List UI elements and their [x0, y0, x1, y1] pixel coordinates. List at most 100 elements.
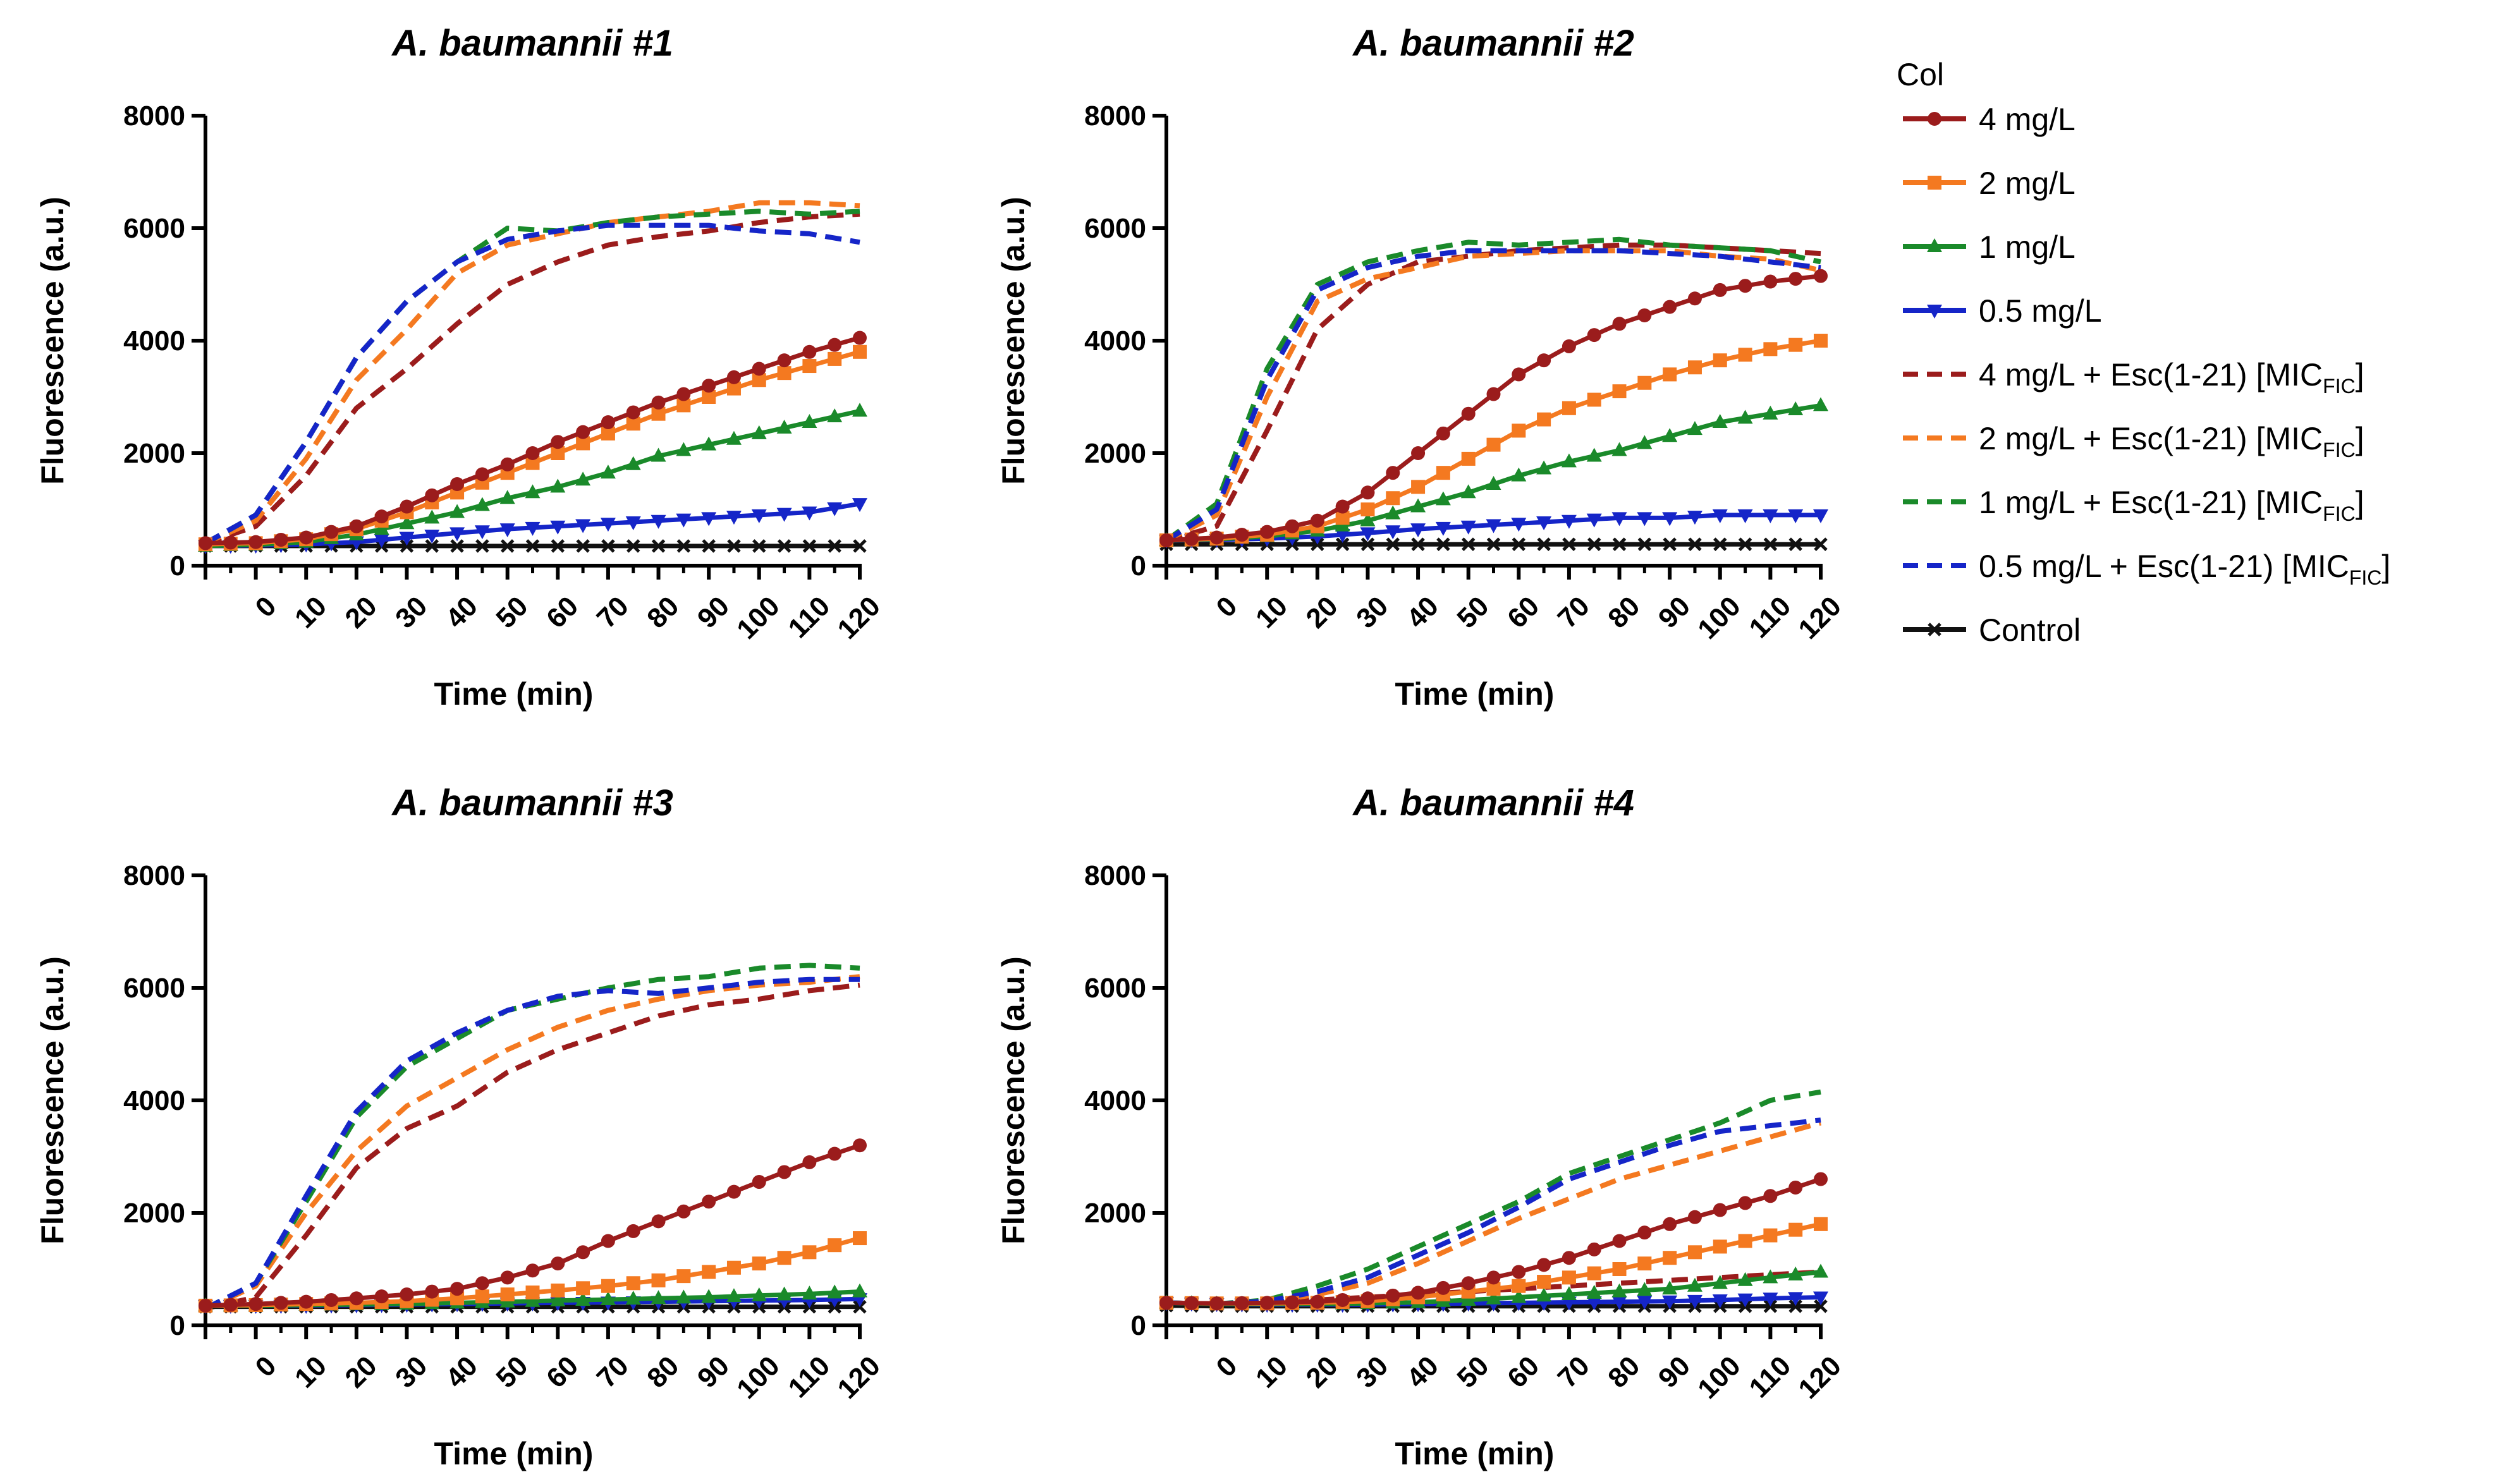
data-point — [600, 465, 616, 479]
data-point — [1763, 405, 1778, 420]
x-tick-label: 10 — [289, 1350, 333, 1394]
x-axis-label: Time (min) — [434, 676, 594, 712]
data-point — [1410, 498, 1426, 513]
x-tick-label: 30 — [389, 590, 433, 634]
data-point — [1662, 1280, 1678, 1295]
data-point — [1436, 426, 1450, 441]
data-point — [1788, 1266, 1804, 1280]
data-point — [1586, 1284, 1602, 1299]
data-point — [551, 435, 565, 449]
data-point — [1788, 509, 1804, 523]
data-point — [676, 387, 691, 401]
series-5 — [1165, 248, 1821, 543]
data-point — [400, 539, 414, 553]
data-point — [601, 426, 615, 441]
data-point — [751, 1287, 767, 1301]
data-point — [802, 359, 817, 374]
x-tick-label: 30 — [1350, 590, 1394, 634]
data-point — [626, 539, 640, 553]
data-point — [474, 525, 490, 540]
data-point — [1662, 428, 1678, 442]
x-tick-label: 70 — [1552, 1350, 1596, 1394]
data-point — [1512, 1279, 1526, 1293]
x-tick-label: 40 — [1401, 1350, 1445, 1394]
y-axis-label: Fluorescence (a.u.) — [35, 956, 70, 1244]
data-point — [651, 395, 666, 410]
data-point — [1461, 451, 1476, 466]
x-tick-label: 30 — [1350, 1350, 1394, 1394]
series-0 — [1159, 1172, 1828, 1311]
x-tick-label: 110 — [783, 590, 836, 644]
y-tick-label: 8000 — [123, 860, 185, 891]
data-point — [1461, 1276, 1476, 1291]
series-5 — [204, 974, 860, 1311]
legend-label-tail: ] — [2356, 485, 2364, 520]
data-point — [474, 497, 490, 511]
x-tick-label: 20 — [339, 1350, 383, 1394]
x-tick-label: 120 — [831, 1350, 886, 1405]
data-point — [274, 533, 288, 547]
legend: Col 4 mg/L 2 mg/L 1 mg/L 0.5 mg/L 4 mg/L + Es… — [1897, 57, 2390, 648]
data-point — [1436, 537, 1450, 551]
data-point — [1285, 1295, 1300, 1310]
legend-label-tail: ] — [2356, 357, 2364, 392]
legend-entry-8: Control — [1903, 612, 2081, 648]
x-tick-label: 0 — [1211, 590, 1244, 623]
data-point — [777, 366, 792, 380]
data-point — [1687, 291, 1702, 306]
data-point — [223, 1298, 238, 1312]
data-point — [828, 539, 841, 553]
data-point — [1587, 328, 1601, 343]
data-point — [1687, 1245, 1702, 1260]
data-point — [1537, 412, 1551, 427]
data-point — [1687, 511, 1702, 525]
legend-label-main: 2 mg/L — [1979, 166, 2075, 201]
data-point — [1159, 1296, 1173, 1310]
data-point — [1360, 527, 1376, 542]
series-4 — [204, 211, 860, 546]
legend-label-main: 0.5 mg/L + Esc(1-21) [MIC — [1979, 549, 2349, 584]
legend-label: 2 mg/L — [1979, 166, 2075, 201]
x-tick-label: 110 — [1744, 590, 1797, 644]
data-point — [1612, 1262, 1627, 1276]
y-tick-label: 6000 — [123, 213, 185, 244]
data-point — [1586, 513, 1602, 528]
data-point — [349, 519, 364, 533]
x-tick-label: 80 — [1602, 590, 1646, 634]
data-point — [1612, 384, 1627, 399]
data-point — [1159, 533, 1173, 547]
data-point — [1537, 537, 1551, 551]
x-tick-label: 60 — [1501, 1350, 1545, 1394]
data-point — [1411, 446, 1426, 460]
chart-title: A. baumannii #1 — [391, 23, 673, 64]
data-point — [1813, 397, 1828, 411]
data-point — [1763, 537, 1778, 551]
x-tick-label: 20 — [1300, 590, 1344, 634]
data-point — [651, 406, 666, 421]
x-tick-label: 50 — [1451, 1350, 1495, 1394]
y-tick-label: 0 — [170, 1310, 185, 1341]
data-point — [1713, 353, 1727, 368]
data-point — [1587, 392, 1601, 407]
x-tick-label: 110 — [1744, 1350, 1797, 1404]
data-point — [828, 338, 842, 352]
x-tick-label: 40 — [440, 590, 484, 634]
data-point — [1637, 375, 1652, 390]
data-point — [1335, 529, 1350, 544]
data-point — [827, 1284, 843, 1299]
x-axis-label: Time (min) — [1395, 676, 1555, 712]
data-point — [1385, 525, 1401, 540]
data-point — [1637, 1226, 1652, 1240]
data-point — [324, 525, 339, 539]
data-point — [1788, 338, 1803, 352]
data-point — [1512, 367, 1526, 382]
data-point — [1486, 475, 1501, 490]
series-line — [1166, 1117, 1821, 1307]
data-point — [1209, 1296, 1224, 1311]
data-point — [1411, 537, 1425, 551]
data-point — [726, 1184, 741, 1199]
data-point — [601, 415, 615, 430]
data-point — [475, 1276, 489, 1291]
data-point — [1410, 523, 1426, 538]
data-point — [726, 1260, 741, 1275]
